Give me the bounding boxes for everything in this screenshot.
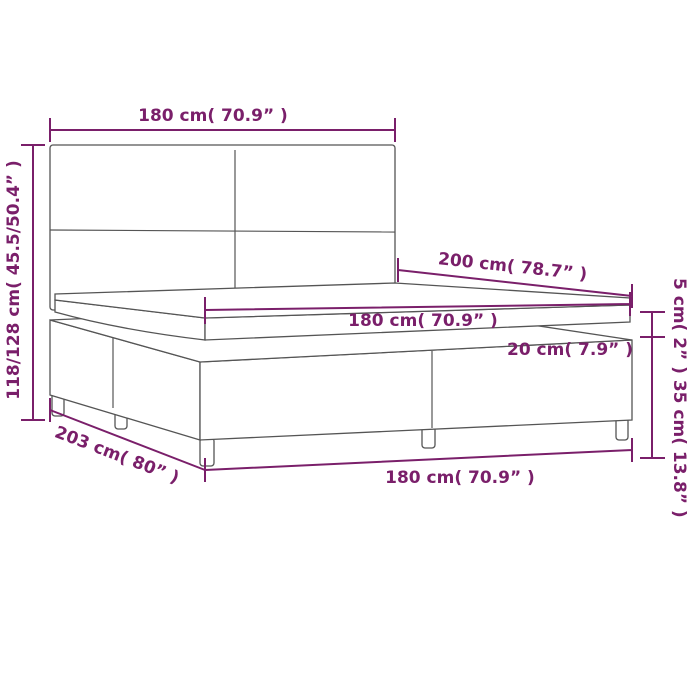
- total-height-label: 118/128 cm( 45.5/50.4” ): [4, 160, 24, 400]
- leg: [199, 437, 215, 467]
- dimension-lines: [21, 118, 665, 482]
- length-label: 200 cm( 78.7” ): [437, 249, 588, 285]
- topper-height-label: 5 cm( 2” ): [669, 278, 689, 374]
- base-height-label: 35 cm( 13.8” ): [669, 380, 689, 518]
- base-width-label: 180 cm( 70.9” ): [385, 468, 535, 488]
- right-height-labels: 5 cm( 2” ) 35 cm( 13.8” ): [669, 278, 689, 518]
- mattress-width-label: 180 cm( 70.9” ): [348, 311, 498, 331]
- bed-drawing: [49, 144, 633, 467]
- headboard-width-label: 180 cm( 70.9” ): [138, 106, 288, 126]
- total-length-label: 203 cm( 80” ): [52, 422, 182, 488]
- mattress-height-label: 20 cm( 7.9” ): [507, 340, 633, 360]
